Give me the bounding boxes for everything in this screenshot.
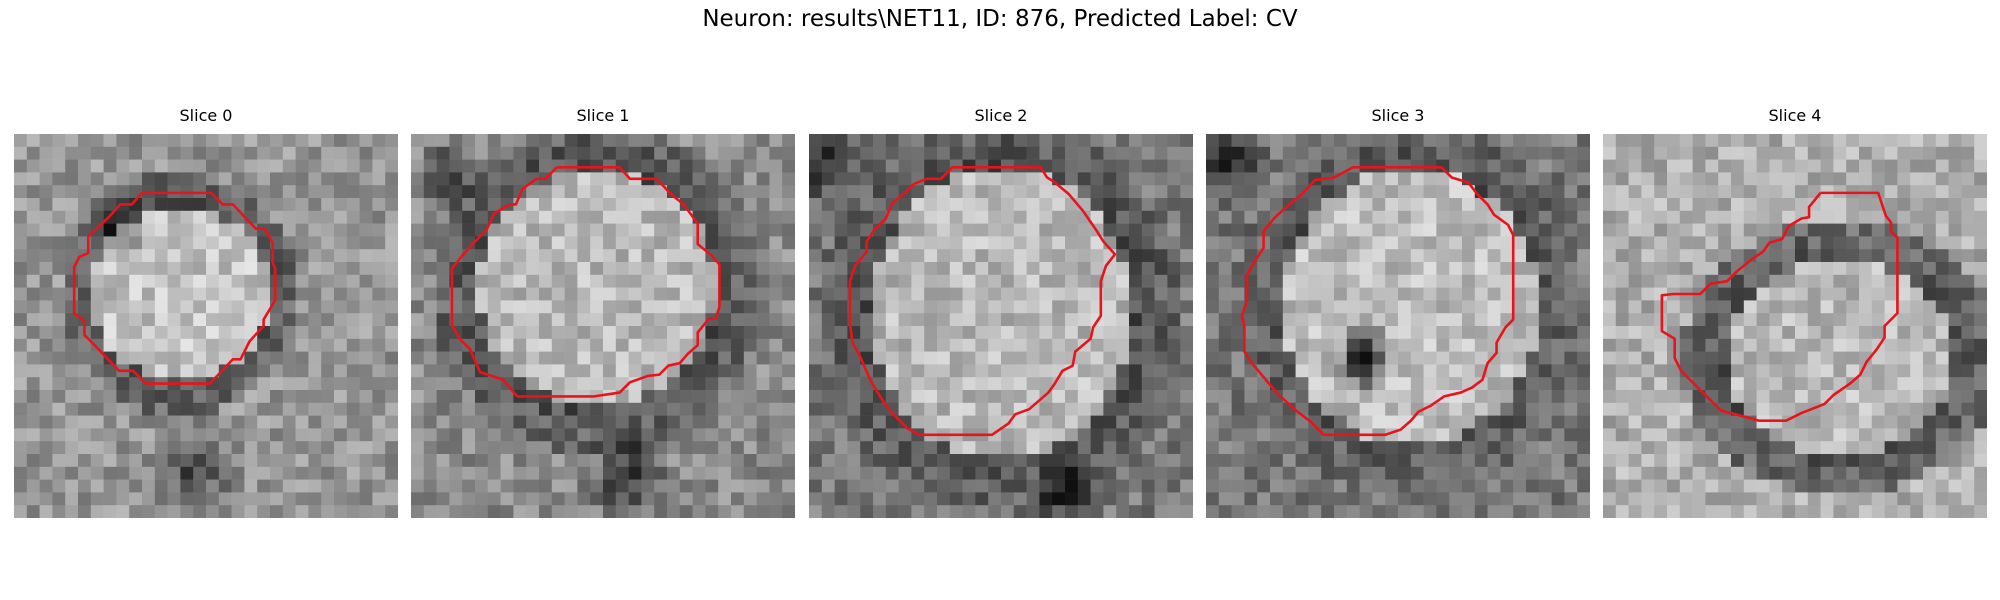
segmentation-contour [72,191,277,385]
slice-2-image [809,134,1193,518]
panel-title: Slice 3 [1371,106,1425,125]
panel-title: Slice 0 [179,106,233,125]
segmentation-contour [848,165,1117,437]
panel-title: Slice 1 [576,106,630,125]
segmentation-contour [1660,191,1899,423]
slice-1-image [411,134,795,518]
slice-3-image [1206,134,1590,518]
panel-title: Slice 4 [1768,106,1822,125]
segmentation-contour [450,165,721,398]
panel-title: Slice 2 [974,106,1028,125]
slice-4-image [1603,134,1987,518]
slice-0-image [14,134,398,518]
segmentation-contour [1240,165,1515,437]
figure-title: Neuron: results\NET11, ID: 876, Predicte… [702,6,1298,32]
